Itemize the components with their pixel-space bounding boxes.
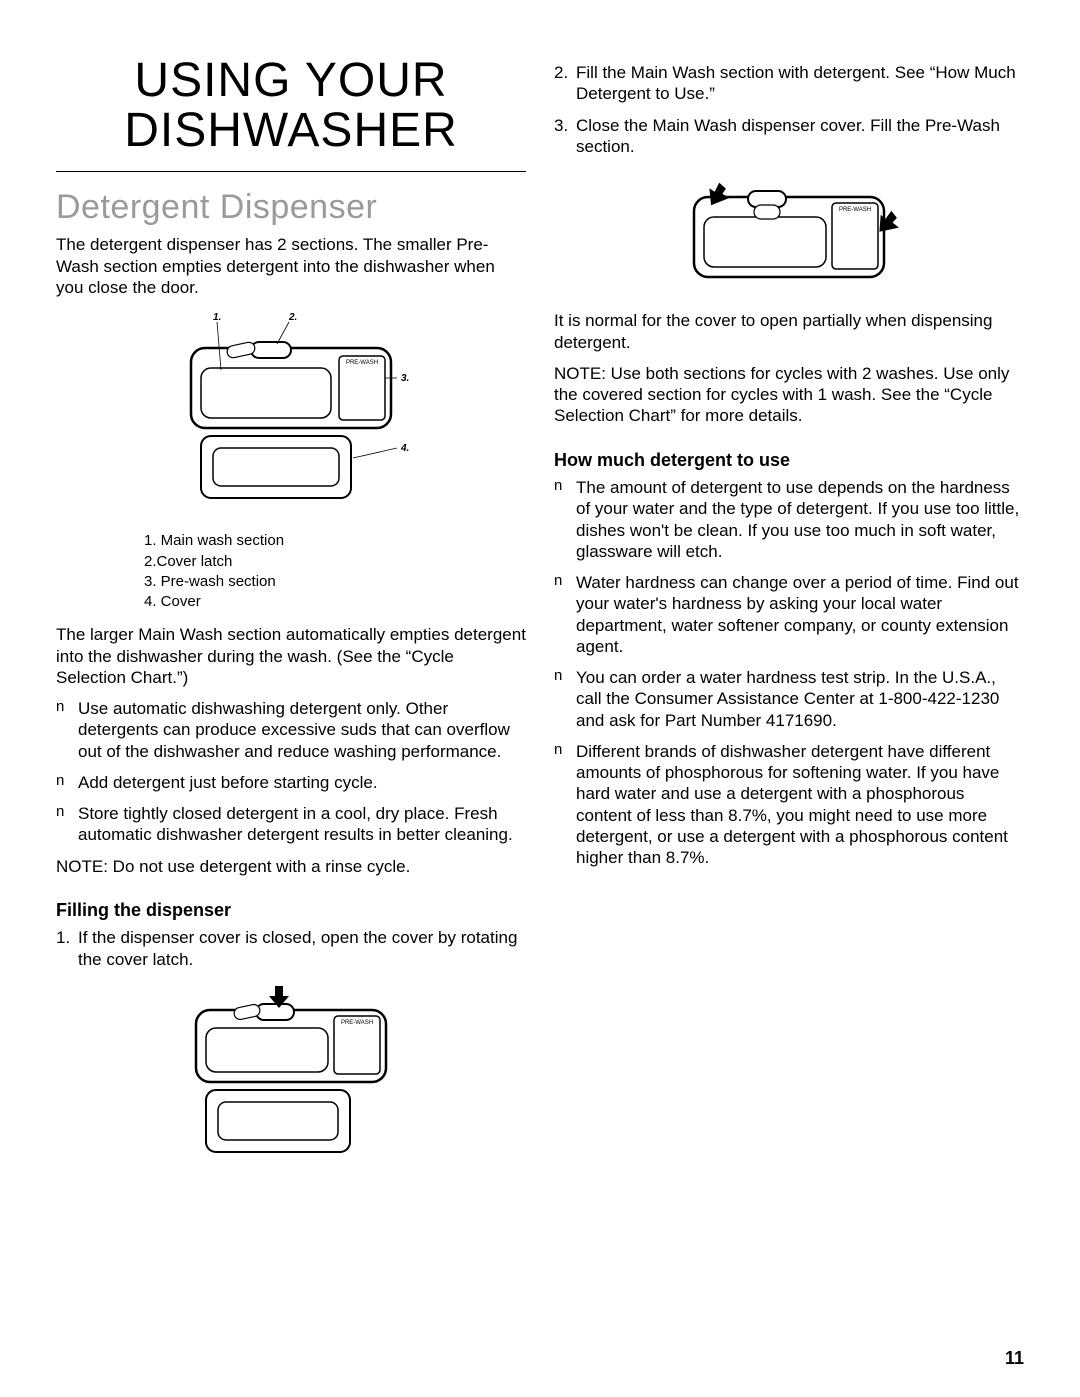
step-3: Close the Main Wash dispenser cover. Fil… [554, 115, 1024, 158]
page-number: 11 [1005, 1347, 1024, 1370]
figure-dispenser-labeled: PRE-WASH 1. 2. 3. 4. [56, 308, 526, 523]
sub-filling: Filling the dispenser [56, 899, 526, 922]
figure-open-cover: PRE-WASH [56, 980, 526, 1175]
legend-item: 3. Pre-wash section [144, 572, 526, 592]
how-much-bullets: The amount of detergent to use depends o… [554, 477, 1024, 868]
list-item: The amount of detergent to use depends o… [554, 477, 1024, 562]
svg-text:2.: 2. [288, 312, 297, 323]
legend-item: 1. Main wash section [144, 531, 526, 551]
svg-text:1.: 1. [213, 312, 221, 323]
note-sections: NOTE: Use both sections for cycles with … [554, 363, 1024, 427]
intro-paragraph: The detergent dispenser has 2 sections. … [56, 234, 526, 298]
list-item: You can order a water hardness test stri… [554, 667, 1024, 731]
step-2: Fill the Main Wash section with detergen… [554, 62, 1024, 105]
sub-how-much: How much detergent to use [554, 449, 1024, 472]
main-wash-paragraph: The larger Main Wash section automatical… [56, 624, 526, 688]
list-item: Use automatic dishwashing detergent only… [56, 698, 526, 762]
list-item: Add detergent just before starting cycle… [56, 772, 526, 793]
note-rinse: NOTE: Do not use detergent with a rinse … [56, 856, 526, 877]
step-1: If the dispenser cover is closed, open t… [56, 927, 526, 970]
filling-steps-right: Fill the Main Wash section with detergen… [554, 62, 1024, 157]
svg-text:3.: 3. [401, 373, 409, 384]
figure-legend: 1. Main wash section 2.Cover latch 3. Pr… [144, 531, 526, 612]
main-title-line1: USING YOUR [134, 54, 447, 107]
detergent-bullets: Use automatic dishwashing detergent only… [56, 698, 526, 846]
main-title: USING YOUR DISHWASHER [56, 56, 526, 172]
figure-closed-cover: PRE-WASH [554, 167, 1024, 302]
list-item: Store tightly closed detergent in a cool… [56, 803, 526, 846]
svg-text:PRE-WASH: PRE-WASH [341, 1020, 373, 1026]
main-title-line2: DISHWASHER [124, 104, 458, 157]
svg-text:PRE-WASH: PRE-WASH [839, 207, 871, 213]
legend-item: 2.Cover latch [144, 552, 526, 572]
filling-steps-left: If the dispenser cover is closed, open t… [56, 927, 526, 970]
legend-item: 4. Cover [144, 592, 526, 612]
para-normal-open: It is normal for the cover to open parti… [554, 310, 1024, 353]
list-item: Different brands of dishwasher detergent… [554, 741, 1024, 869]
list-item: Water hardness can change over a period … [554, 572, 1024, 657]
section-title: Detergent Dispenser [56, 186, 526, 229]
svg-text:PRE-WASH: PRE-WASH [346, 360, 378, 366]
svg-text:4.: 4. [400, 443, 409, 454]
